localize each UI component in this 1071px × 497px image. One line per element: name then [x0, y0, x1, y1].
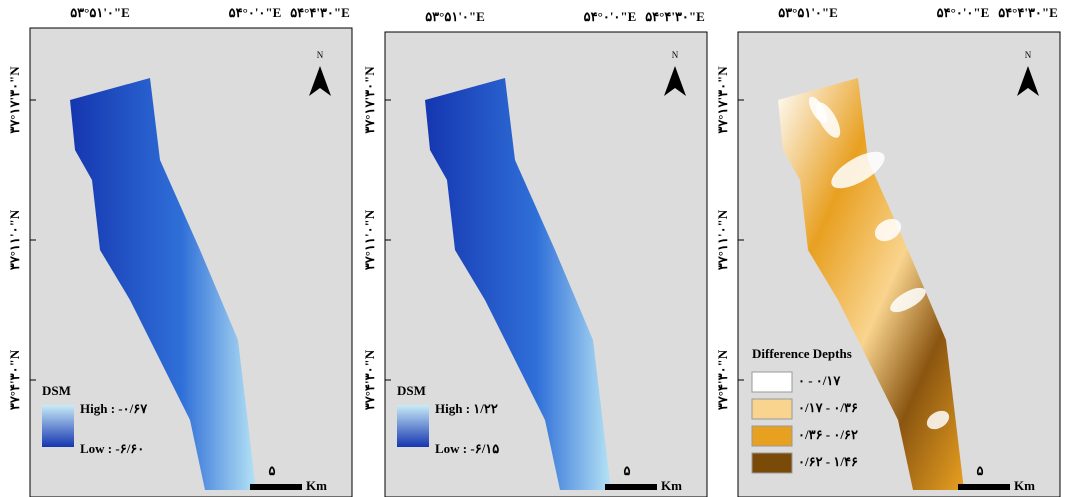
legend-swatch — [751, 425, 793, 447]
north-arrow — [1017, 66, 1039, 96]
legend-title: Difference Depths — [752, 346, 852, 361]
coast-strip — [70, 78, 256, 490]
legend-swatch — [751, 452, 793, 474]
latitude-label: ۳۷°۱۷'۳۰"N — [362, 66, 377, 134]
legend-label: ۰/۱۷ - ۰/۳۶ — [798, 400, 858, 415]
longitude-label: ۵۴°۰'۰"E — [584, 9, 637, 24]
legend-label: ۰ - ۰/۱۷ — [798, 373, 841, 388]
scale-bar — [958, 484, 1010, 490]
legend-title: DSM — [397, 383, 426, 398]
scale-distance: ۵ — [269, 463, 276, 478]
legend-swatch — [751, 398, 793, 420]
legend-low: Low : -۶/۶۰ — [80, 441, 144, 456]
legend-swatch — [751, 371, 793, 393]
north-arrow — [309, 66, 331, 96]
latitude-label: ۳۷°۴'۳۰"N — [362, 349, 377, 410]
longitude-label: ۵۳°۵۱'۰"E — [425, 9, 485, 24]
shallow-patch — [831, 151, 885, 189]
legend-low: Low : -۶/۱۵ — [435, 441, 499, 456]
longitude-label: ۵۴°۴'۳۰"E — [998, 5, 1058, 20]
legend-ramp — [397, 405, 429, 447]
legend-title: DSM — [42, 383, 71, 398]
longitude-label: ۵۴°۴'۳۰"E — [645, 9, 705, 24]
scale-distance: ۵ — [977, 463, 984, 478]
shallow-patch — [874, 218, 902, 242]
scale-unit: Km — [661, 478, 682, 493]
scale-bar — [605, 484, 657, 490]
scale-distance: ۵ — [624, 463, 631, 478]
longitude-label: ۵۳°۵۱'۰"E — [70, 5, 130, 20]
coast-strip — [425, 78, 611, 490]
latitude-label: ۳۷°۱۷'۳۰"N — [7, 66, 22, 134]
latitude-label: ۳۷°۱۱'۰"N — [715, 209, 730, 270]
latitude-label: ۳۷°۱۷'۳۰"N — [715, 66, 730, 134]
legend-ramp — [42, 405, 74, 447]
longitude-label: ۵۴°۴'۳۰"E — [290, 5, 350, 20]
scale-unit: Km — [306, 478, 327, 493]
north-arrow — [664, 66, 686, 96]
shallow-patch — [808, 96, 828, 124]
legend-label: ۰/۳۶ - ۰/۶۲ — [798, 427, 858, 442]
north-label: N — [672, 50, 679, 60]
latitude-label: ۳۷°۱۱'۰"N — [362, 209, 377, 270]
shallow-patch — [890, 287, 926, 313]
scale-unit: Km — [1014, 478, 1035, 493]
coast-strip — [778, 78, 964, 490]
latitude-label: ۳۷°۴'۳۰"N — [7, 349, 22, 410]
latitude-label: ۳۷°۱۱'۰"N — [7, 209, 22, 270]
north-label: N — [317, 50, 324, 60]
map-panel: ۵۳°۵۱'۰"E ۵۴°۰'۰"E ۵۴°۴'۳۰"E ۳۷°۱۷'۳۰"N ۳۷°۱… — [362, 9, 708, 497]
map-panel: ۵۳°۵۱'۰"E ۵۴°۰'۰"E ۵۴°۴'۳۰"E ۳۷°۱۷'۳۰"N ۳۷°۱… — [715, 5, 1061, 497]
legend-high: High : -۰/۶۷ — [80, 401, 148, 416]
scale-bar — [250, 484, 302, 490]
latitude-label: ۳۷°۴'۳۰"N — [715, 349, 730, 410]
map-panel: ۵۳°۵۱'۰"E ۵۴°۰'۰"E ۵۴°۴'۳۰"E ۳۷°۱۷'۳۰"N ۳۷°۱… — [7, 5, 353, 497]
shallow-patch — [926, 410, 950, 430]
longitude-label: ۵۴°۰'۰"E — [937, 5, 990, 20]
north-label: N — [1025, 50, 1032, 60]
legend-label: ۰/۶۲ - ۱/۴۶ — [798, 454, 858, 469]
longitude-label: ۵۳°۵۱'۰"E — [778, 5, 838, 20]
legend-high: High : ۱/۲۲ — [435, 401, 498, 416]
longitude-label: ۵۴°۰'۰"E — [229, 5, 282, 20]
